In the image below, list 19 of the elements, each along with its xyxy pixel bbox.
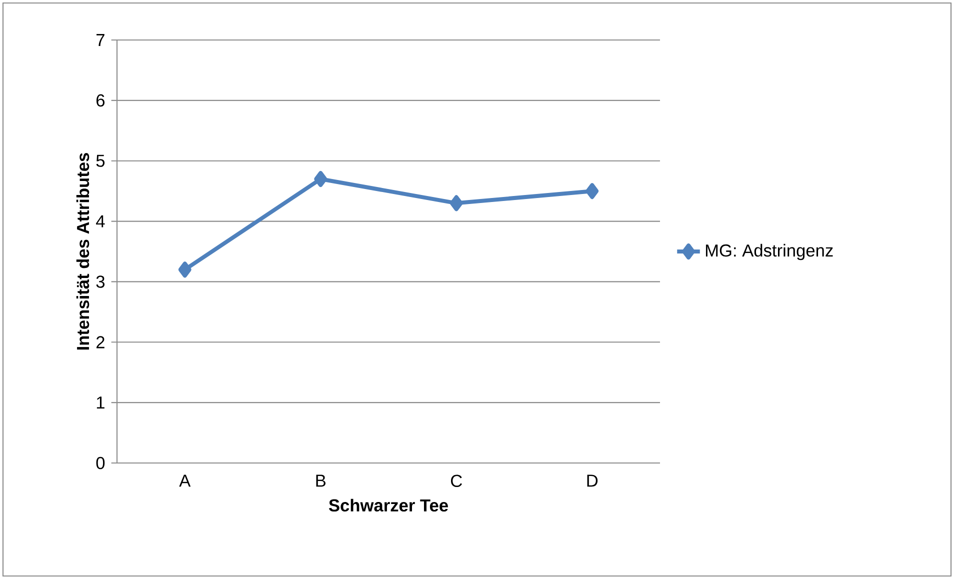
- y-tick-label: 3: [96, 276, 105, 288]
- y-tick-label: 6: [96, 94, 105, 107]
- y-tick-label: 7: [96, 34, 104, 46]
- point: [586, 183, 599, 200]
- y-axis-title: Intensität des Attributes: [76, 153, 90, 350]
- y-tick-label: 4: [96, 215, 105, 228]
- x-tick-label: B: [316, 474, 326, 487]
- point: [450, 195, 463, 212]
- point: [178, 262, 192, 278]
- x-axis-title: Schwarzer Tee: [328, 498, 448, 512]
- x-tick-label: D: [587, 474, 598, 487]
- y-tick-label: 5: [96, 154, 105, 167]
- x-tick-label: C: [450, 474, 462, 488]
- y-tick-label: 2: [96, 336, 104, 348]
- y-tick-label: 0: [96, 456, 105, 470]
- x-tick-label: A: [179, 474, 191, 487]
- legend-label: MG: Adstringenz: [706, 244, 833, 260]
- point: [314, 170, 328, 187]
- y-tick-label: 1: [96, 396, 104, 409]
